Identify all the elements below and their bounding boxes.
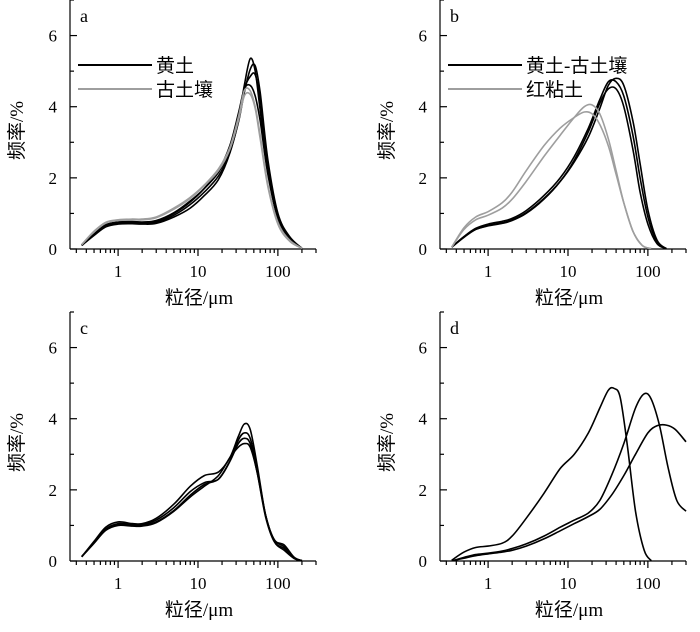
series-line <box>451 392 687 561</box>
y-tick-label: 4 <box>49 98 58 117</box>
x-axis-title: 粒径/μm <box>165 599 233 621</box>
y-tick-label: 2 <box>49 481 58 500</box>
panel-d: 0 2 4 6 1 10 100 粒径/μm 频率/% d <box>376 311 687 621</box>
series-line <box>451 103 652 249</box>
series-line <box>451 78 667 249</box>
x-tick-label: 10 <box>189 262 206 281</box>
x-tick-label: 100 <box>265 574 291 593</box>
series-line <box>81 437 303 561</box>
legend-label: 黄土-古土壤 <box>526 55 627 77</box>
y-tick-label: 4 <box>419 410 428 429</box>
x-tick-label: 1 <box>484 262 493 281</box>
legend-label: 红粘土 <box>526 79 583 101</box>
y-axis-title: 频率/% <box>376 413 398 472</box>
series-line <box>81 422 303 561</box>
x-tick-label: 100 <box>265 262 291 281</box>
y-axis-title: 频率/% <box>6 101 28 160</box>
x-axis-title: 粒径/μm <box>165 287 233 309</box>
y-tick-label: 2 <box>419 481 428 500</box>
y-tick-label: 4 <box>49 410 58 429</box>
y-tick-label: 2 <box>419 169 428 188</box>
x-axis-title: 粒径/μm <box>535 287 603 309</box>
y-tick-label: 6 <box>419 27 428 46</box>
x-tick-label: 10 <box>189 574 206 593</box>
y-tick-label: 0 <box>419 552 428 571</box>
y-tick-label: 6 <box>49 27 58 46</box>
panel-c: 0 2 4 6 1 10 100 粒径/μm 频率/% c <box>6 311 317 621</box>
x-tick-label: 1 <box>114 574 123 593</box>
y-tick-label: 4 <box>419 98 428 117</box>
series-line <box>451 86 667 249</box>
y-tick-label: 6 <box>419 339 428 358</box>
series-line <box>81 72 303 249</box>
y-tick-label: 0 <box>49 240 58 259</box>
panel-letter: d <box>450 318 459 338</box>
x-tick-label: 10 <box>559 262 576 281</box>
x-tick-label: 1 <box>484 574 493 593</box>
legend-label: 古土壤 <box>156 79 213 101</box>
y-tick-label: 0 <box>49 552 58 571</box>
panel-letter: c <box>80 318 88 338</box>
panel-letter: a <box>80 6 88 26</box>
legend-label: 黄土 <box>156 55 194 77</box>
y-tick-label: 0 <box>419 240 428 259</box>
x-axis-title: 粒径/μm <box>535 599 603 621</box>
series-line <box>81 91 303 249</box>
y-axis-title: 频率/% <box>376 101 398 160</box>
series-line <box>451 386 652 561</box>
series-line <box>451 77 667 249</box>
series-line <box>81 442 303 561</box>
x-tick-label: 10 <box>559 574 576 593</box>
y-tick-label: 6 <box>49 339 58 358</box>
x-tick-label: 1 <box>114 262 123 281</box>
series-line <box>451 423 687 561</box>
y-axis-title: 频率/% <box>6 413 28 472</box>
x-tick-label: 100 <box>635 262 661 281</box>
x-tick-label: 100 <box>635 574 661 593</box>
y-tick-label: 2 <box>49 169 58 188</box>
panel-letter: b <box>450 6 459 26</box>
